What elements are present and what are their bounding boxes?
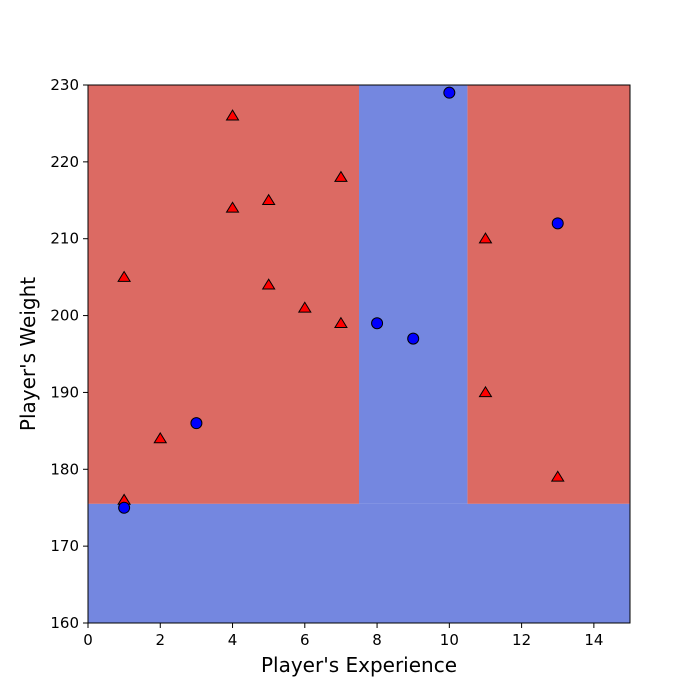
y-tick-label: 200	[50, 307, 79, 325]
circle-point-5	[551, 217, 564, 230]
triangle-point-11	[478, 385, 493, 398]
triangle-point-12	[550, 470, 565, 482]
data-points	[117, 86, 565, 514]
triangle-point-6	[261, 278, 276, 290]
y-tick-label: 170	[50, 537, 79, 555]
region-class-0-2	[88, 503, 630, 623]
y-tick-label: 220	[50, 153, 79, 171]
y-tick-label: 210	[50, 230, 79, 248]
triangle-point-5	[261, 193, 276, 205]
x-tick-label: 14	[584, 631, 603, 649]
y-axis-label: Player's Weight	[16, 277, 40, 431]
circle-point-0	[118, 501, 131, 514]
x-tick-label: 0	[83, 631, 93, 649]
x-axis-label: Player's Experience	[261, 653, 457, 677]
plot-frame	[87, 84, 631, 624]
y-tick-label: 180	[50, 460, 79, 478]
triangle-point-8	[334, 170, 348, 182]
x-tick-label: 10	[440, 631, 459, 649]
x-tick-label: 6	[300, 631, 310, 649]
x-tick-label: 8	[372, 631, 382, 649]
x-tick-label: 4	[228, 631, 238, 649]
x-tick-label: 2	[155, 631, 165, 649]
circle-point-3	[407, 332, 420, 345]
triangle-point-2	[153, 431, 168, 444]
circle-point-2	[371, 317, 384, 330]
decision-regions	[88, 85, 630, 623]
triangle-point-7	[297, 301, 312, 313]
region-class-1-0	[88, 85, 359, 504]
triangle-point-4	[225, 201, 240, 213]
triangle-point-10	[478, 232, 493, 244]
triangle-point-3	[225, 109, 240, 121]
y-tick-label: 230	[50, 76, 79, 94]
y-tick-label: 190	[50, 383, 79, 401]
triangle-point-9	[334, 316, 348, 328]
y-tick-label: 160	[50, 614, 79, 632]
x-tick-label: 12	[512, 631, 531, 649]
region-class-0-3	[359, 85, 468, 504]
circle-point-1	[190, 417, 203, 430]
circle-point-4	[443, 86, 456, 99]
triangle-point-1	[117, 270, 132, 282]
axis-ticks: 0 2 4 6 8 10 12 14 160 170 180 190 200 210 220 230	[50, 76, 603, 649]
region-class-1-1	[467, 85, 630, 504]
